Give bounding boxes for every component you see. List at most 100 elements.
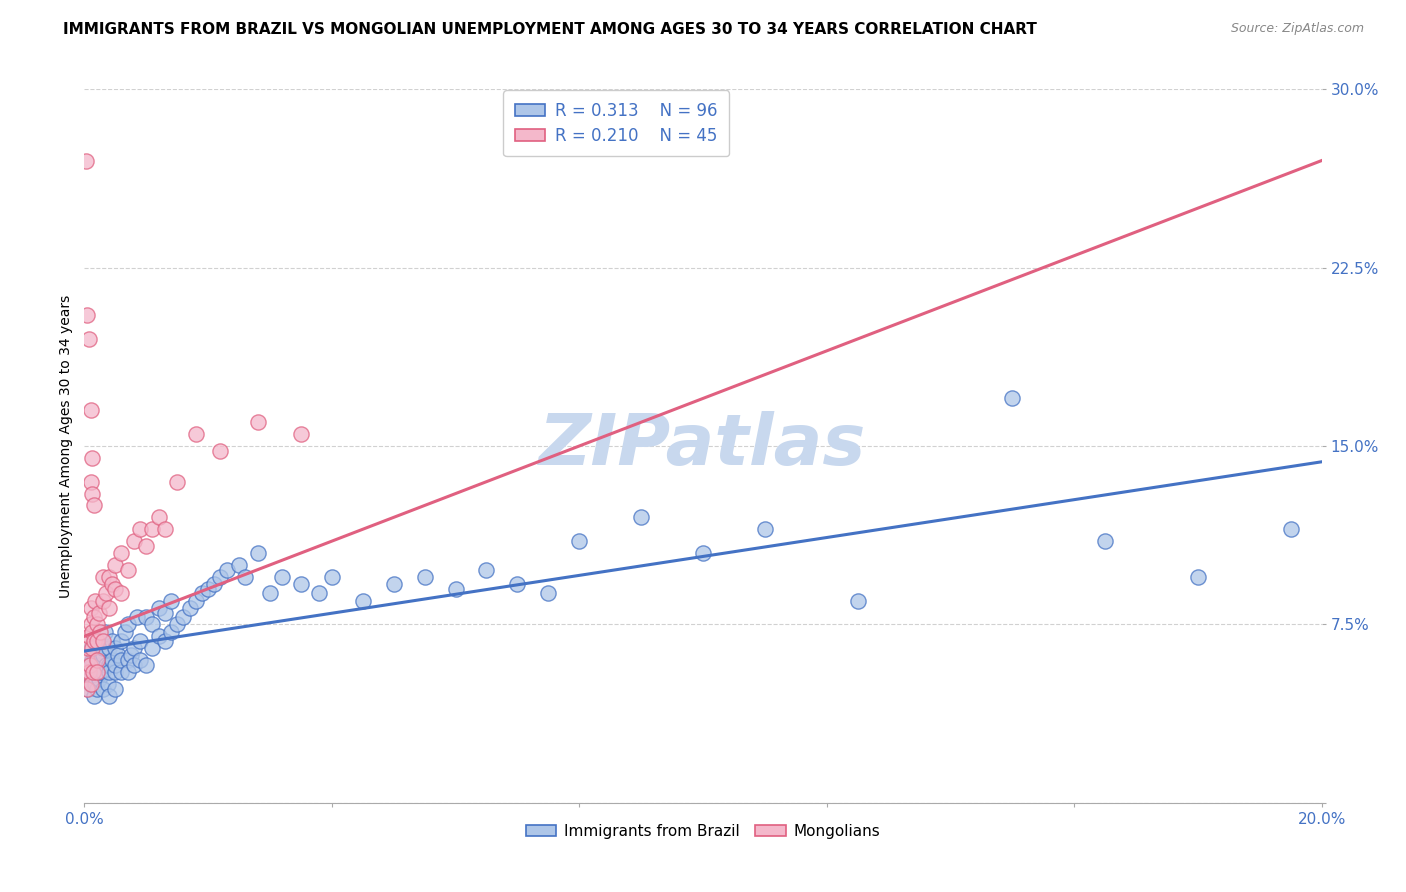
Point bbox=[125, 610, 148, 624]
Point bbox=[160, 624, 183, 639]
Point bbox=[91, 681, 114, 696]
Point bbox=[215, 563, 238, 577]
Point bbox=[91, 648, 114, 663]
Point bbox=[209, 443, 232, 458]
Point bbox=[84, 677, 107, 691]
Text: Source: ZipAtlas.com: Source: ZipAtlas.com bbox=[1230, 22, 1364, 36]
Point bbox=[98, 570, 121, 584]
Point bbox=[129, 634, 152, 648]
Point bbox=[413, 570, 436, 584]
Point bbox=[117, 563, 139, 577]
Point bbox=[110, 634, 132, 648]
Point bbox=[135, 610, 157, 624]
Point bbox=[228, 558, 250, 572]
Point bbox=[89, 665, 111, 679]
Point bbox=[86, 634, 108, 648]
Point bbox=[94, 657, 117, 672]
Point bbox=[1094, 534, 1116, 549]
Point bbox=[84, 593, 107, 607]
Point bbox=[630, 510, 652, 524]
Point bbox=[76, 653, 98, 667]
Point bbox=[104, 657, 127, 672]
Point bbox=[104, 641, 127, 656]
Point bbox=[79, 657, 101, 672]
Point bbox=[846, 593, 869, 607]
Point bbox=[382, 577, 405, 591]
Point bbox=[117, 665, 139, 679]
Point bbox=[110, 546, 132, 560]
Point bbox=[129, 653, 152, 667]
Point bbox=[104, 558, 127, 572]
Point bbox=[1279, 522, 1302, 536]
Point bbox=[122, 641, 145, 656]
Point bbox=[80, 450, 103, 465]
Point bbox=[148, 629, 170, 643]
Point bbox=[475, 563, 498, 577]
Point bbox=[75, 665, 97, 679]
Point bbox=[91, 570, 114, 584]
Point bbox=[76, 665, 98, 679]
Point bbox=[83, 610, 105, 624]
Point bbox=[83, 648, 105, 663]
Point bbox=[98, 689, 121, 703]
Point bbox=[83, 634, 105, 648]
Point bbox=[160, 593, 183, 607]
Point bbox=[148, 510, 170, 524]
Point bbox=[87, 672, 110, 686]
Point bbox=[153, 606, 176, 620]
Point bbox=[82, 665, 104, 679]
Point bbox=[120, 648, 142, 663]
Point bbox=[79, 657, 101, 672]
Point bbox=[75, 153, 97, 168]
Point bbox=[141, 617, 163, 632]
Point bbox=[91, 641, 114, 656]
Point bbox=[692, 546, 714, 560]
Point bbox=[184, 427, 207, 442]
Point bbox=[86, 665, 108, 679]
Point bbox=[77, 641, 100, 656]
Point bbox=[91, 593, 114, 607]
Point bbox=[83, 499, 105, 513]
Point bbox=[172, 610, 194, 624]
Point bbox=[101, 634, 124, 648]
Point bbox=[141, 641, 163, 656]
Text: ZIPatlas: ZIPatlas bbox=[540, 411, 866, 481]
Point bbox=[114, 624, 136, 639]
Point bbox=[506, 577, 529, 591]
Point bbox=[148, 600, 170, 615]
Point bbox=[122, 657, 145, 672]
Point bbox=[184, 593, 207, 607]
Point bbox=[290, 577, 312, 591]
Point bbox=[271, 570, 294, 584]
Point bbox=[166, 617, 188, 632]
Point bbox=[79, 600, 101, 615]
Point bbox=[179, 600, 201, 615]
Point bbox=[117, 617, 139, 632]
Point bbox=[98, 657, 121, 672]
Point bbox=[86, 681, 108, 696]
Point bbox=[110, 586, 132, 600]
Point bbox=[94, 586, 117, 600]
Point bbox=[568, 534, 591, 549]
Point bbox=[1001, 392, 1024, 406]
Point bbox=[1187, 570, 1209, 584]
Point bbox=[107, 648, 129, 663]
Point bbox=[79, 403, 101, 417]
Point bbox=[191, 586, 214, 600]
Point bbox=[89, 624, 111, 639]
Point bbox=[79, 677, 101, 691]
Point bbox=[82, 665, 104, 679]
Point bbox=[87, 657, 110, 672]
Point bbox=[537, 586, 560, 600]
Point bbox=[444, 582, 467, 596]
Point bbox=[202, 577, 225, 591]
Point bbox=[754, 522, 776, 536]
Point bbox=[83, 665, 105, 679]
Point bbox=[259, 586, 281, 600]
Text: IMMIGRANTS FROM BRAZIL VS MONGOLIAN UNEMPLOYMENT AMONG AGES 30 TO 34 YEARS CORRE: IMMIGRANTS FROM BRAZIL VS MONGOLIAN UNEM… bbox=[63, 22, 1038, 37]
Point bbox=[141, 522, 163, 536]
Point bbox=[104, 681, 127, 696]
Point bbox=[110, 665, 132, 679]
Point bbox=[101, 577, 124, 591]
Point bbox=[290, 427, 312, 442]
